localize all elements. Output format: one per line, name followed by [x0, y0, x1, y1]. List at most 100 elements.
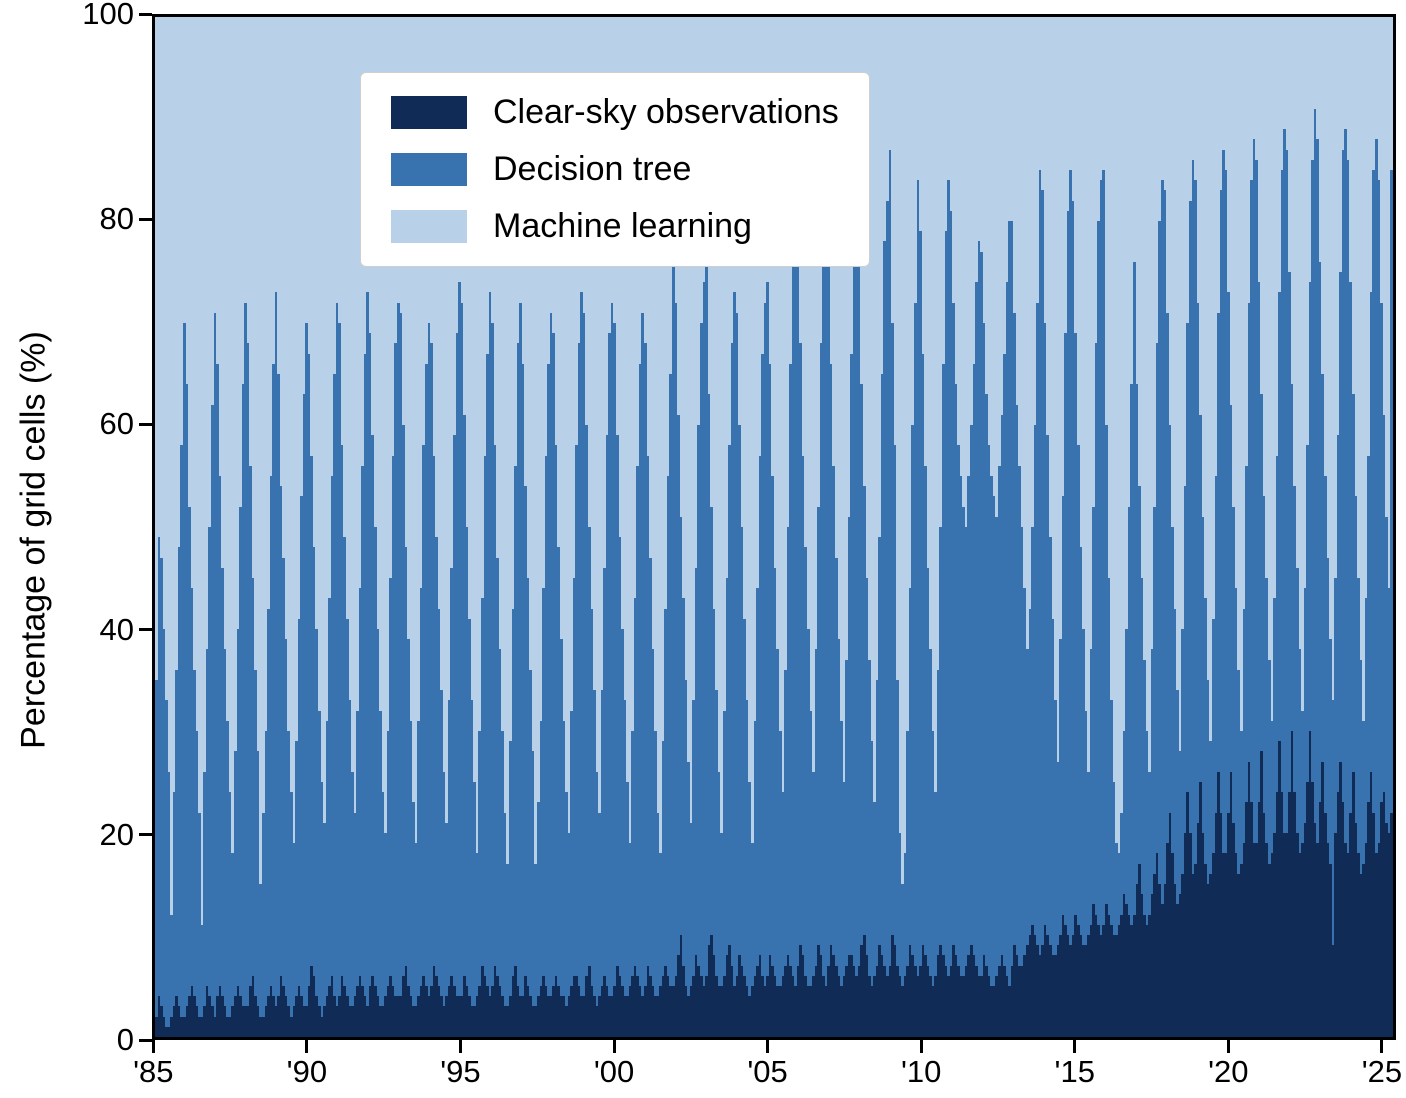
clear-sky-segment	[1357, 853, 1360, 1037]
decision-tree-segment	[455, 333, 459, 1037]
stacked-bar	[1054, 17, 1057, 1037]
stacked-bar	[1382, 17, 1386, 1037]
stacked-bar	[936, 17, 940, 1037]
stacked-bar	[361, 17, 364, 1037]
clear-sky-segment	[883, 965, 886, 1037]
clear-sky-segment	[1026, 945, 1029, 1037]
clear-sky-segment	[967, 955, 970, 1037]
clear-sky-segment	[287, 1006, 290, 1037]
stacked-bar	[236, 17, 240, 1037]
stacked-bar	[1227, 17, 1230, 1037]
stacked-bar	[970, 17, 973, 1037]
clear-sky-segment	[582, 996, 586, 1037]
decision-tree-segment	[1293, 486, 1296, 1037]
clear-sky-segment	[371, 975, 375, 1037]
clear-sky-segment	[970, 945, 973, 1037]
stacked-bar	[891, 17, 894, 1037]
legend-item-decision-tree: Decision tree	[391, 150, 839, 189]
decision-tree-segment	[1158, 221, 1162, 1037]
stacked-bar	[491, 17, 494, 1037]
stacked-bar	[190, 17, 194, 1037]
stacked-bar	[501, 17, 504, 1037]
decision-tree-segment	[753, 720, 757, 1037]
decision-tree-segment	[636, 465, 639, 1037]
clear-sky-segment	[1056, 945, 1060, 1037]
clear-sky-segment	[162, 1016, 166, 1037]
y-tick-mark	[139, 1038, 152, 1042]
clear-sky-segment	[261, 1016, 265, 1037]
decision-tree-segment	[514, 465, 517, 1037]
decision-tree-segment	[246, 343, 250, 1037]
clear-sky-segment	[289, 1016, 293, 1037]
clear-sky-segment	[1066, 935, 1070, 1037]
decision-tree-segment	[883, 241, 886, 1037]
decision-tree-segment	[926, 567, 930, 1037]
decision-tree-segment	[1107, 578, 1111, 1037]
clear-sky-segment	[1051, 955, 1055, 1037]
clear-sky-segment	[1222, 853, 1225, 1037]
clear-sky-segment	[460, 996, 464, 1037]
decision-tree-segment	[745, 700, 749, 1037]
clear-sky-segment	[384, 996, 387, 1037]
stacked-bar	[623, 17, 627, 1037]
decision-tree-segment	[934, 792, 937, 1037]
clear-sky-segment	[312, 975, 316, 1037]
stacked-bar	[1038, 17, 1042, 1037]
clear-sky-segment	[1074, 914, 1077, 1037]
stacked-bar	[193, 17, 196, 1037]
clear-sky-segment	[631, 975, 634, 1037]
stacked-bar	[363, 17, 367, 1037]
decision-tree-segment	[878, 537, 881, 1037]
y-tick-mark	[139, 12, 152, 16]
decision-tree-segment	[1148, 771, 1151, 1037]
clear-sky-segment	[374, 986, 377, 1037]
decision-tree-segment	[766, 282, 769, 1037]
clear-sky-segment	[1117, 924, 1121, 1037]
decision-tree-segment	[1344, 129, 1347, 1037]
clear-sky-segment	[1308, 731, 1312, 1037]
decision-tree-segment	[1196, 302, 1200, 1037]
decision-tree-segment	[509, 741, 512, 1037]
decision-tree-segment	[205, 649, 209, 1037]
clear-sky-segment	[323, 1006, 326, 1037]
clear-sky-segment	[949, 965, 953, 1037]
stacked-bar	[784, 17, 787, 1037]
clear-sky-segment	[753, 975, 757, 1037]
stacked-bar	[412, 17, 415, 1037]
decision-tree-segment	[524, 486, 527, 1037]
stacked-bar	[1064, 17, 1067, 1037]
decision-tree-segment	[1336, 435, 1340, 1037]
decision-tree-segment	[402, 425, 405, 1037]
stacked-bar	[297, 17, 301, 1037]
decision-tree-segment	[1150, 649, 1154, 1037]
clear-sky-segment	[432, 965, 436, 1037]
clear-sky-segment	[328, 986, 331, 1037]
decision-tree-segment	[1168, 425, 1172, 1037]
decision-tree-segment	[516, 343, 520, 1037]
clear-sky-segment	[486, 986, 489, 1037]
decision-tree-segment	[1183, 486, 1187, 1037]
clear-sky-segment	[903, 975, 907, 1037]
clear-sky-segment	[396, 996, 400, 1037]
decision-tree-segment	[475, 853, 479, 1037]
decision-tree-segment	[1298, 649, 1302, 1037]
x-tick-label: '20	[1208, 1054, 1249, 1089]
stacked-bar	[1150, 17, 1154, 1037]
stacked-bar	[1089, 17, 1093, 1037]
stacked-bar	[710, 17, 713, 1037]
stacked-bar	[259, 17, 262, 1037]
decision-tree-segment	[307, 353, 311, 1037]
clear-sky-segment	[873, 975, 876, 1037]
stacked-bar	[1153, 17, 1156, 1037]
clear-sky-segment	[414, 1006, 418, 1037]
clear-sky-segment	[501, 996, 504, 1037]
decision-tree-segment	[529, 669, 532, 1037]
stacked-bar	[789, 17, 792, 1037]
decision-tree-segment	[483, 455, 487, 1037]
decision-tree-segment	[1247, 302, 1251, 1037]
decision-tree-segment	[832, 465, 836, 1037]
decision-tree-segment	[1054, 700, 1057, 1037]
decision-tree-segment	[223, 649, 227, 1037]
clear-sky-segment	[1097, 924, 1100, 1037]
clear-sky-segment	[386, 986, 390, 1037]
